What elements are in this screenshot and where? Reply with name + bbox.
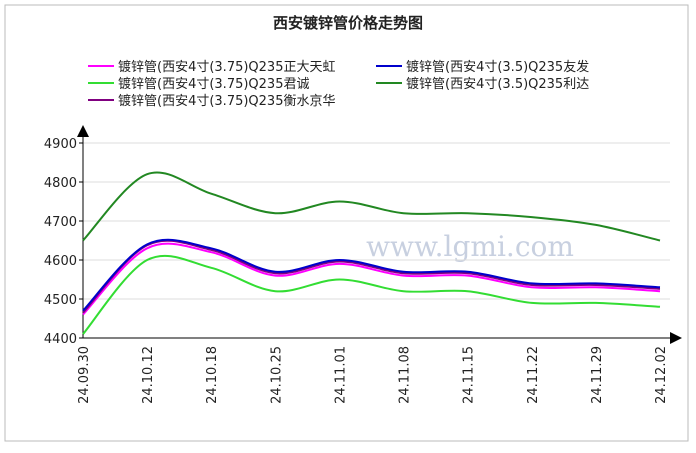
legend-label: 镀锌管(西安4寸(3.5)Q235友发 <box>406 59 589 75</box>
y-tick-label: 4900 <box>44 137 77 152</box>
x-tick-label: 24.11.08 <box>398 346 413 404</box>
y-tick-label: 4600 <box>44 254 77 269</box>
x-tick-label: 24.11.29 <box>590 346 605 404</box>
x-arrow <box>670 332 682 344</box>
x-tick-label: 24.11.22 <box>526 346 541 404</box>
legend-label: 镀锌管(西安4寸(3.75)Q235君诚 <box>118 76 309 92</box>
y-tick-label: 4700 <box>44 215 77 230</box>
x-tick-label: 24.09.30 <box>77 346 92 404</box>
legend-label: 镀锌管(西安4寸(3.75)Q235衡水京华 <box>118 93 335 109</box>
legend-label: 镀锌管(西安4寸(3.5)Q235利达 <box>406 76 589 92</box>
series-line <box>82 171 661 242</box>
y-tick-label: 4500 <box>44 293 77 308</box>
frame <box>4 4 689 442</box>
x-tick-label: 24.10.12 <box>141 346 156 404</box>
series-line <box>82 239 661 314</box>
y-arrow <box>77 125 89 137</box>
y-tick-label: 4400 <box>44 332 77 347</box>
chart-title: 西安镀锌管价格走势图 <box>273 14 423 32</box>
x-tick-label: 24.12.02 <box>654 346 669 404</box>
series-line <box>82 254 661 335</box>
x-tick-label: 24.11.01 <box>333 346 348 404</box>
series-line <box>82 238 661 312</box>
x-tick-label: 24.10.18 <box>205 346 220 404</box>
y-tick-label: 4800 <box>44 176 77 191</box>
watermark: www.lgmi.com <box>366 230 574 263</box>
x-tick-label: 24.11.15 <box>462 346 477 404</box>
x-tick-label: 24.10.25 <box>269 346 284 404</box>
legend-label: 镀锌管(西安4寸(3.75)Q235正大天虹 <box>118 59 335 75</box>
series-line <box>82 242 661 316</box>
